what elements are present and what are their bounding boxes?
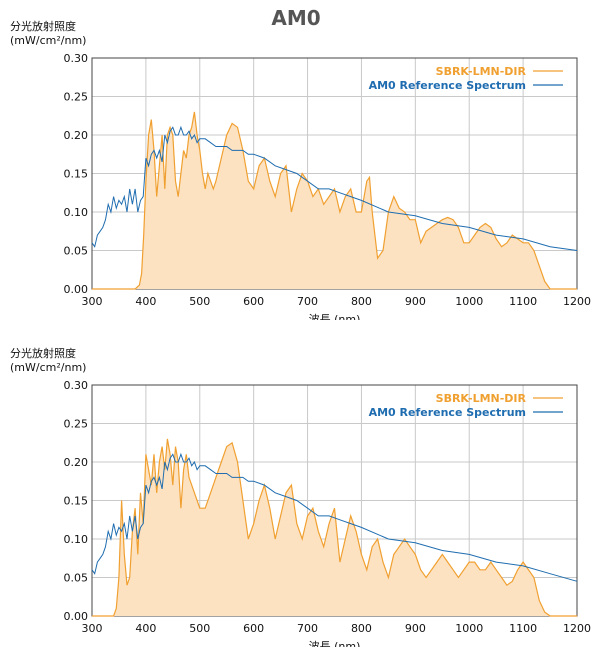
x-tick-label: 1000 xyxy=(455,622,483,635)
x-tick-label: 500 xyxy=(189,622,210,635)
x-tick-label: 1200 xyxy=(563,622,591,635)
page-title: AM0 xyxy=(271,6,321,30)
legend-label-sbrk: SBRK-LMN-DIR xyxy=(436,392,527,405)
legend-label-am0: AM0 Reference Spectrum xyxy=(369,406,526,419)
y-tick-label: 0.05 xyxy=(64,572,89,585)
x-tick-label: 500 xyxy=(189,295,210,308)
x-tick-label: 300 xyxy=(82,295,103,308)
x-tick-label: 400 xyxy=(135,295,156,308)
x-tick-label: 600 xyxy=(243,622,264,635)
x-tick-label: 900 xyxy=(405,622,426,635)
y-tick-label: 0.10 xyxy=(64,533,89,546)
y-axis-label: 分光放射照度 xyxy=(10,19,76,33)
am0-series-line xyxy=(91,125,578,251)
y-tick-label: 0.25 xyxy=(64,418,89,431)
am0-series-line xyxy=(91,452,578,582)
sbrk-series-line xyxy=(92,111,577,290)
y-tick-label: 0.20 xyxy=(64,456,89,469)
legend-label-sbrk: SBRK-LMN-DIR xyxy=(436,65,527,78)
x-tick-label: 600 xyxy=(243,295,264,308)
x-axis-label: 波長 (nm) xyxy=(309,313,361,320)
sbrk-area-fill xyxy=(92,438,577,616)
spectrum-chart-top: 300 400 500 600 700 800 900 1000 1100 1200 0.00 0.0… xyxy=(10,19,591,320)
x-axis-label: 波長 (nm) xyxy=(309,640,361,647)
spectrum-chart-bottom: 300 400 500 600 700 800 900 1000 1100 1200 0.00 0.0… xyxy=(10,346,591,647)
x-tick-label: 1000 xyxy=(455,295,483,308)
x-tick-label: 900 xyxy=(405,295,426,308)
y-axis-unit: (mW/cm²/nm) xyxy=(10,34,86,47)
y-tick-label: 0.20 xyxy=(64,129,89,142)
y-tick-label: 0.00 xyxy=(64,283,89,296)
y-tick-label: 0.30 xyxy=(64,52,89,65)
x-tick-label: 1100 xyxy=(509,622,537,635)
x-tick-label: 1200 xyxy=(563,295,591,308)
y-tick-label: 0.15 xyxy=(64,495,89,508)
y-tick-label: 0.10 xyxy=(64,206,89,219)
y-tick-label: 0.30 xyxy=(64,379,89,392)
y-axis-unit: (mW/cm²/nm) xyxy=(10,361,86,374)
x-tick-label: 1100 xyxy=(509,295,537,308)
sbrk-area-fill xyxy=(92,111,577,290)
sbrk-series-line xyxy=(92,438,577,617)
x-tick-label: 700 xyxy=(297,295,318,308)
y-tick-label: 0.15 xyxy=(64,168,89,181)
legend-label-am0: AM0 Reference Spectrum xyxy=(369,79,526,92)
x-tick-label: 400 xyxy=(135,622,156,635)
x-tick-label: 700 xyxy=(297,622,318,635)
y-tick-label: 0.25 xyxy=(64,91,89,104)
x-tick-label: 300 xyxy=(82,622,103,635)
y-axis-label: 分光放射照度 xyxy=(10,346,76,360)
x-tick-label: 800 xyxy=(351,295,372,308)
y-tick-label: 0.00 xyxy=(64,610,89,623)
x-tick-label: 800 xyxy=(351,622,372,635)
y-tick-label: 0.05 xyxy=(64,245,89,258)
